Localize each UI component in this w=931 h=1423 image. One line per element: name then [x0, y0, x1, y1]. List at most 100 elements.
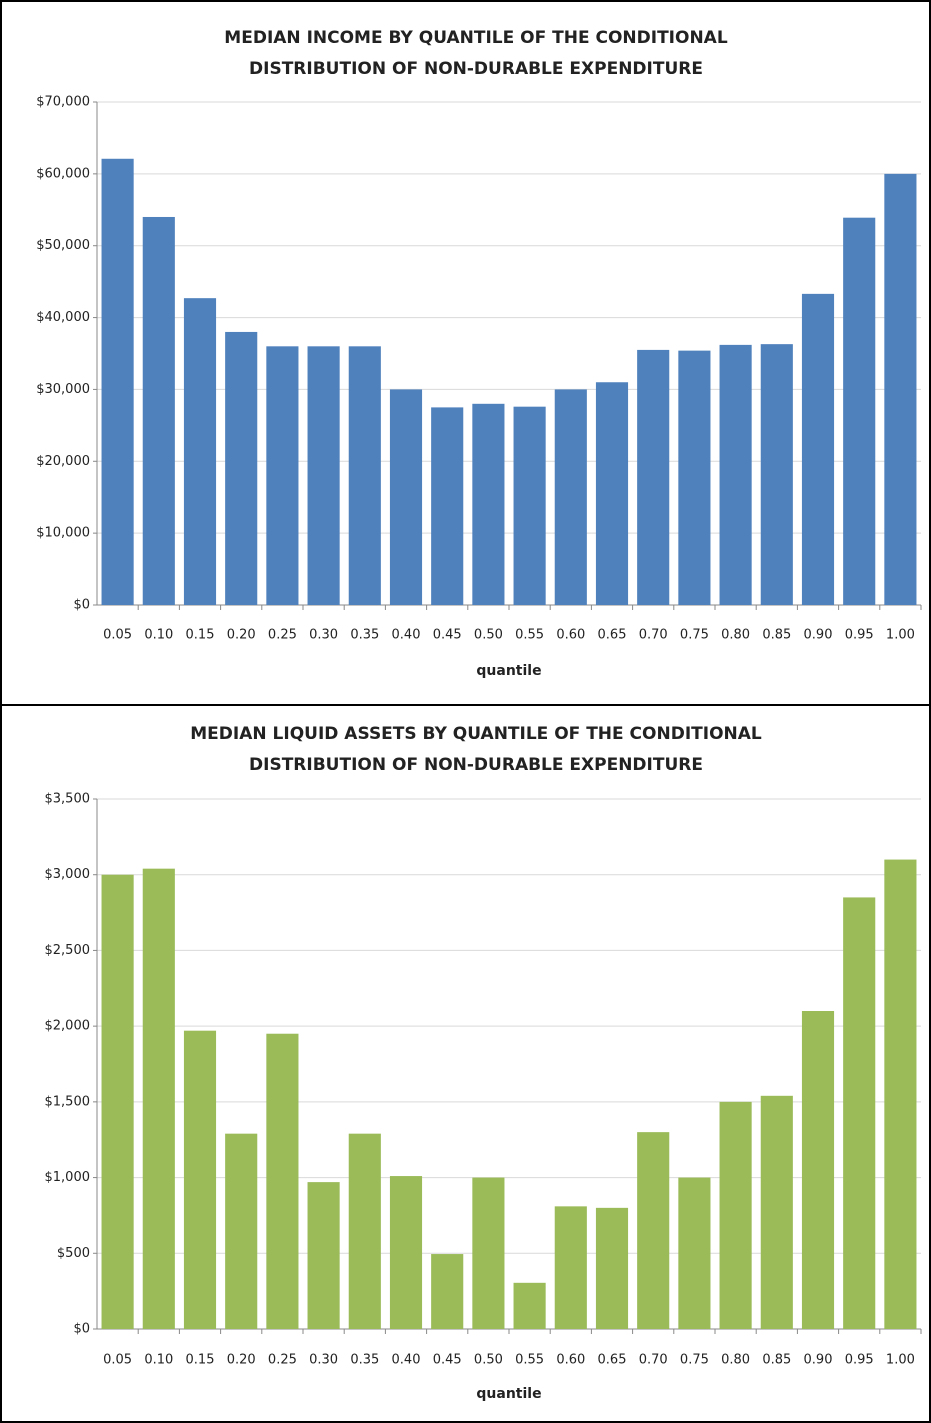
- y-tick-label: $500: [57, 1246, 90, 1261]
- bar: [266, 1033, 299, 1329]
- x-tick-label: 0.30: [309, 1353, 338, 1368]
- bar: [801, 293, 835, 605]
- bar: [637, 349, 670, 605]
- bar: [554, 389, 587, 605]
- bar: [142, 868, 175, 1329]
- bar: [760, 344, 793, 605]
- x-tick-label: 0.65: [598, 1353, 627, 1368]
- y-tick-label: $30,000: [36, 382, 90, 397]
- x-tick-label: 0.15: [186, 1353, 215, 1368]
- x-tick-label: 0.85: [762, 1353, 791, 1368]
- panel-frame: [0, 704, 931, 1423]
- x-tick-label: 0.35: [350, 628, 379, 643]
- x-tick-label: 0.25: [268, 628, 297, 643]
- x-tick-label: 0.20: [227, 628, 256, 643]
- bar: [183, 1030, 217, 1329]
- bar: [719, 344, 752, 605]
- y-tick-label: $3,500: [45, 792, 91, 807]
- bar: [225, 331, 258, 605]
- chart-title: MEDIAN INCOME BY QUANTILE OF THE CONDITI…: [224, 28, 728, 48]
- x-tick-label: 0.10: [144, 1353, 173, 1368]
- x-tick-label: 0.70: [639, 628, 668, 643]
- x-tick-label: 0.50: [474, 1353, 503, 1368]
- x-tick-label: 0.15: [186, 628, 215, 643]
- bar: [348, 1133, 381, 1329]
- bar: [884, 859, 917, 1329]
- x-tick-label: 0.80: [721, 1353, 750, 1368]
- bar: [389, 389, 423, 605]
- bar: [472, 403, 505, 605]
- bar: [101, 158, 134, 605]
- x-tick-label: 0.65: [598, 628, 627, 643]
- y-tick-label: $60,000: [36, 166, 90, 181]
- bar: [513, 1282, 546, 1329]
- x-tick-label: 0.20: [227, 1353, 256, 1368]
- bar: [348, 346, 381, 605]
- bar: [595, 1207, 629, 1329]
- bar: [637, 1132, 670, 1329]
- y-tick-label: $20,000: [36, 454, 90, 469]
- chart-title: DISTRIBUTION OF NON-DURABLE EXPENDITURE: [249, 59, 703, 79]
- x-tick-label: 0.30: [309, 628, 338, 643]
- bar: [431, 407, 464, 605]
- y-tick-label: $2,500: [45, 943, 91, 958]
- y-tick-label: $10,000: [36, 526, 90, 541]
- bar: [678, 350, 711, 605]
- y-tick-label: $1,500: [45, 1094, 91, 1109]
- bar: [431, 1254, 464, 1329]
- bar: [678, 1177, 711, 1329]
- x-tick-label: 1.00: [886, 1353, 915, 1368]
- bar: [307, 346, 340, 605]
- x-tick-label: 0.75: [680, 1353, 709, 1368]
- bar: [884, 173, 917, 605]
- x-tick-label: 0.60: [556, 628, 585, 643]
- bar: [101, 874, 134, 1329]
- x-tick-label: 0.55: [515, 1353, 544, 1368]
- x-axis-label: quantile: [476, 663, 541, 679]
- bar: [843, 217, 876, 605]
- x-tick-label: 0.10: [144, 628, 173, 643]
- x-tick-label: 0.35: [350, 1353, 379, 1368]
- bar: [472, 1177, 505, 1329]
- y-tick-label: $3,000: [45, 867, 91, 882]
- bar: [307, 1182, 340, 1329]
- x-tick-label: 0.05: [103, 1353, 132, 1368]
- bar: [389, 1176, 423, 1329]
- x-tick-label: 0.40: [392, 1353, 421, 1368]
- x-tick-label: 0.90: [804, 628, 833, 643]
- chart-title: MEDIAN LIQUID ASSETS BY QUANTILE OF THE …: [190, 724, 762, 744]
- x-tick-label: 0.90: [804, 1353, 833, 1368]
- bar: [843, 897, 876, 1329]
- bar: [142, 216, 175, 605]
- bar: [225, 1133, 258, 1329]
- y-tick-label: $40,000: [36, 310, 90, 325]
- x-tick-label: 0.60: [556, 1353, 585, 1368]
- bar: [513, 406, 546, 605]
- x-tick-label: 0.50: [474, 628, 503, 643]
- bar: [801, 1011, 835, 1329]
- y-tick-label: $70,000: [36, 95, 90, 110]
- bar: [719, 1101, 752, 1329]
- bar: [183, 298, 217, 605]
- x-tick-label: 0.80: [721, 628, 750, 643]
- x-tick-label: 0.85: [762, 628, 791, 643]
- y-tick-label: $2,000: [45, 1019, 91, 1034]
- x-tick-label: 0.05: [103, 628, 132, 643]
- bar: [760, 1095, 793, 1329]
- y-tick-label: $0: [73, 1322, 90, 1337]
- x-tick-label: 0.45: [433, 628, 462, 643]
- x-tick-label: 1.00: [886, 628, 915, 643]
- y-tick-label: $50,000: [36, 238, 90, 253]
- x-tick-label: 0.70: [639, 1353, 668, 1368]
- x-tick-label: 0.75: [680, 628, 709, 643]
- x-tick-label: 0.45: [433, 1353, 462, 1368]
- bar: [595, 382, 629, 605]
- bar: [266, 346, 299, 605]
- bar: [554, 1206, 587, 1329]
- x-tick-label: 0.95: [845, 1353, 874, 1368]
- x-tick-label: 0.95: [845, 628, 874, 643]
- x-tick-label: 0.55: [515, 628, 544, 643]
- y-tick-label: $0: [73, 598, 90, 613]
- x-tick-label: 0.25: [268, 1353, 297, 1368]
